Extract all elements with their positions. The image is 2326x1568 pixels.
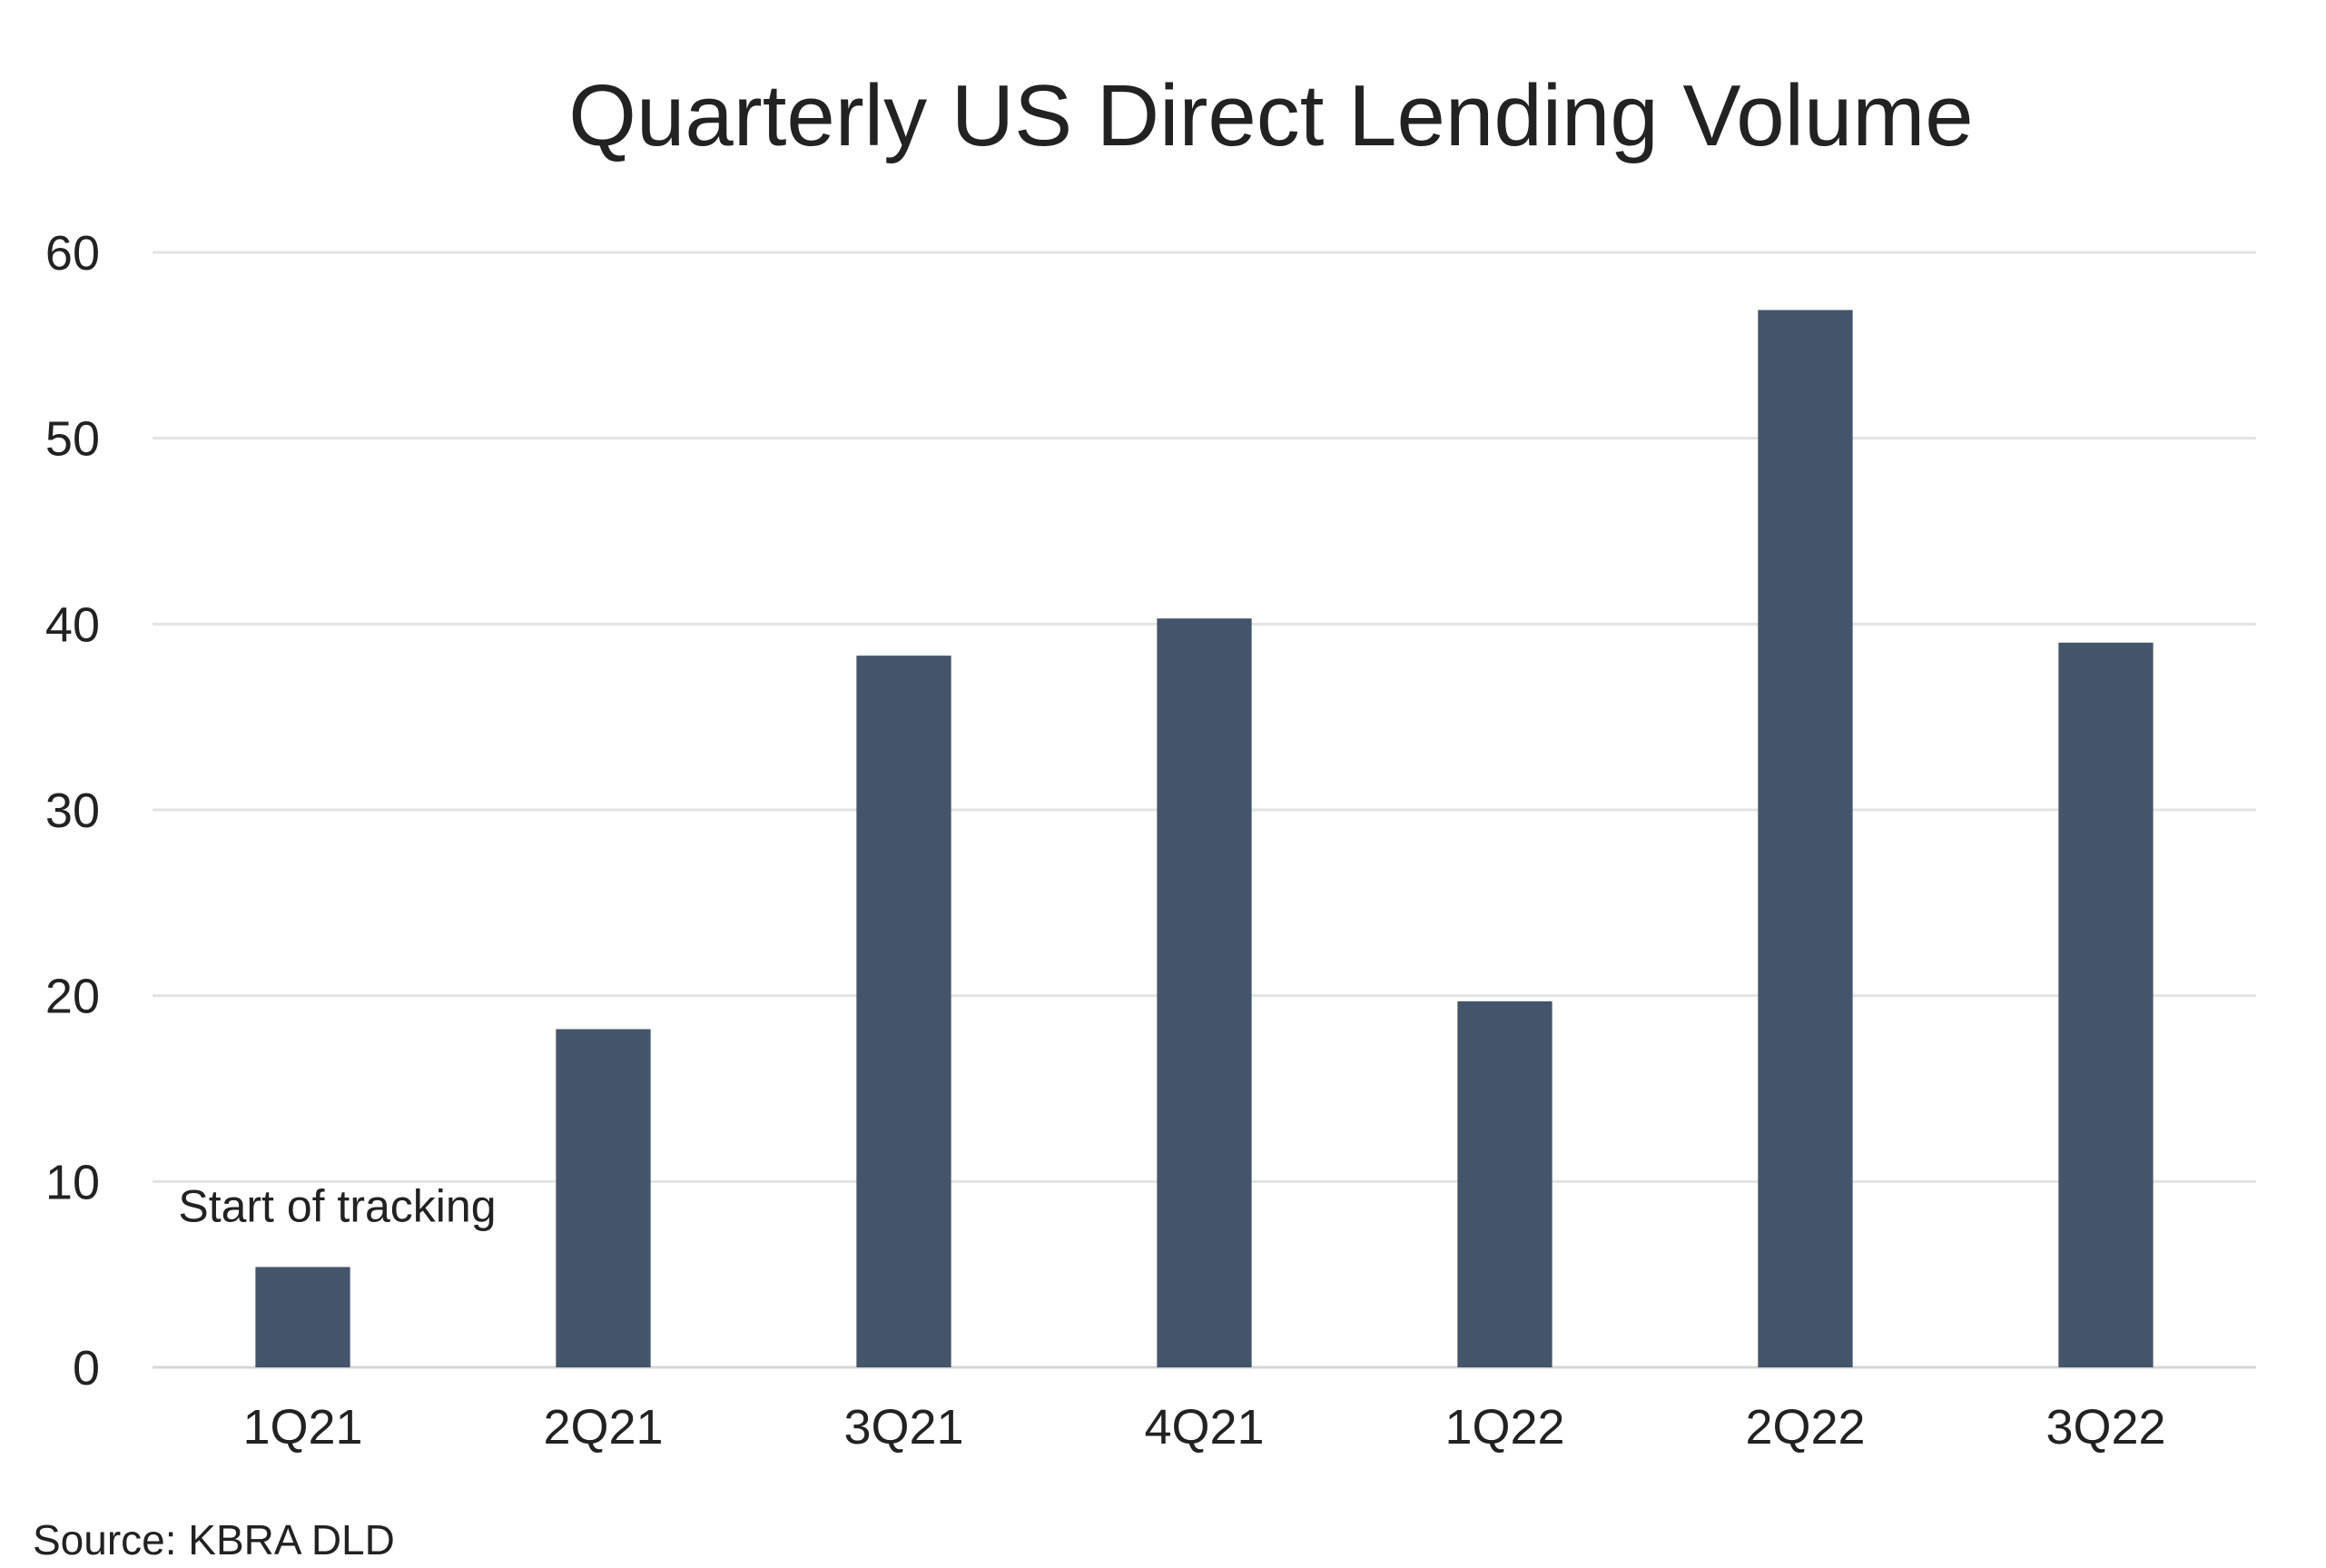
y-tick-label-0: 0 <box>73 1341 100 1395</box>
x-axis-tick-labels: 1Q21 2Q21 3Q21 4Q21 1Q22 2Q22 3Q22 <box>242 1400 2165 1455</box>
y-axis-tick-labels: 0 10 20 30 40 50 60 <box>45 226 100 1395</box>
y-tick-label-20: 20 <box>45 970 100 1024</box>
y-tick-label-60: 60 <box>45 226 100 281</box>
bar-4q21 <box>1157 618 1252 1367</box>
y-tick-label-40: 40 <box>45 597 100 652</box>
y-tick-label-10: 10 <box>45 1155 100 1209</box>
annotations: Start of tracking <box>178 1180 496 1231</box>
x-tick-label-1q21: 1Q21 <box>242 1400 362 1455</box>
bars <box>255 310 2154 1367</box>
x-tick-label-2q21: 2Q21 <box>543 1400 663 1455</box>
bar-3q22 <box>2058 642 2154 1367</box>
x-tick-label-3q22: 3Q22 <box>2045 1400 2165 1455</box>
bar-3q21 <box>856 656 951 1367</box>
x-tick-label-1q22: 1Q22 <box>1444 1400 1564 1455</box>
bar-1q21 <box>255 1267 350 1367</box>
y-tick-label-30: 30 <box>45 784 100 838</box>
x-tick-label-4q21: 4Q21 <box>1144 1400 1264 1455</box>
y-tick-label-50: 50 <box>45 412 100 467</box>
bar-2q21 <box>556 1029 651 1367</box>
bar-2q22 <box>1758 310 1853 1367</box>
source-note: Source: KBRA DLD <box>33 1516 395 1563</box>
annotation-start-of-tracking: Start of tracking <box>178 1180 496 1231</box>
chart-title: Quarterly US Direct Lending Volume <box>568 67 1973 164</box>
x-tick-label-2q22: 2Q22 <box>1745 1400 1865 1455</box>
bar-1q22 <box>1457 1001 1552 1367</box>
x-tick-label-3q21: 3Q21 <box>843 1400 963 1455</box>
